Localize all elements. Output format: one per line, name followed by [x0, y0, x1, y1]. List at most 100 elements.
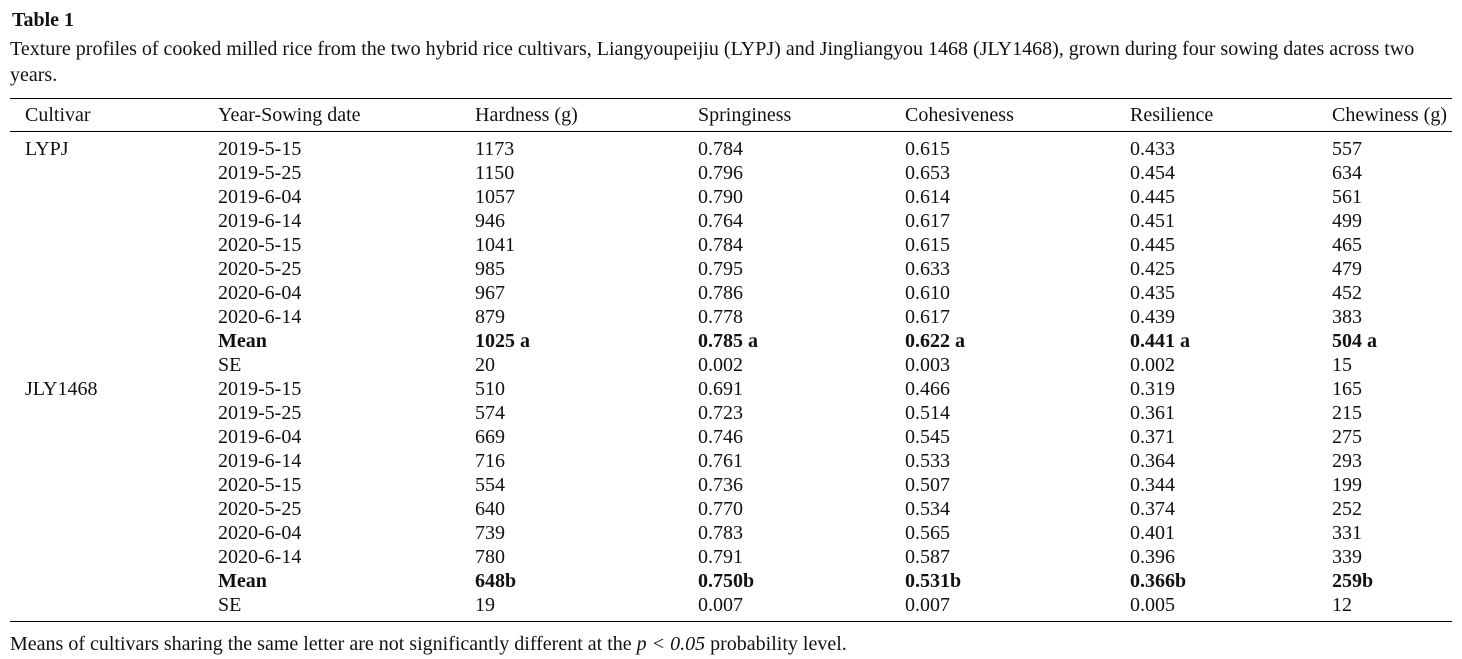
row-label-cell: 2020-5-25: [218, 498, 302, 520]
row-label-cell: 2019-6-14: [218, 210, 302, 232]
row-label-cell: 2020-5-25: [218, 258, 302, 280]
value-cell-springiness: 0.750b: [698, 570, 755, 592]
cultivar-cell: [10, 425, 218, 449]
row-label-cell: 2020-5-15: [218, 234, 302, 256]
value-cell-springiness: 0.746: [698, 426, 743, 448]
value-cell-hardness: 669: [475, 426, 505, 448]
value-cell-hardness: 716: [475, 450, 505, 472]
value-cell-chewiness: 561: [1332, 186, 1362, 208]
row-label-cell: 2020-5-15: [218, 474, 302, 496]
value-cell-chewiness: 465: [1332, 234, 1362, 256]
row-label-cell: 2020-6-14: [218, 306, 302, 328]
value-cell-hardness: 554: [475, 474, 505, 496]
cultivar-cell: [10, 545, 218, 569]
value-cell-springiness: 0.723: [698, 402, 743, 424]
column-header-hardness: Hardness (g): [475, 98, 698, 132]
value-cell-hardness: 1150: [475, 162, 515, 184]
value-cell-cohesiveness: 0.531b: [905, 570, 962, 592]
table-caption: Texture profiles of cooked milled rice f…: [10, 38, 1415, 86]
value-cell-cohesiveness: 0.507: [905, 474, 950, 496]
value-cell-cohesiveness: 0.617: [905, 210, 950, 232]
cultivar-cell: [10, 569, 218, 593]
table-row: 2020-5-15 554 0.736 0.507 0.344 199: [10, 473, 1452, 497]
value-cell-springiness: 0.784: [698, 138, 743, 160]
value-cell-chewiness: 479: [1332, 258, 1362, 280]
value-cell-hardness: 985: [475, 258, 505, 280]
value-cell-springiness: 0.761: [698, 450, 743, 472]
value-cell-cohesiveness: 0.610: [905, 282, 950, 304]
value-cell-springiness: 0.002: [698, 354, 743, 376]
cultivar-cell: [10, 497, 218, 521]
value-cell-cohesiveness: 0.003: [905, 354, 950, 376]
table-row: 2019-5-25 1150 0.796 0.653 0.454 634: [10, 161, 1452, 185]
value-cell-resilience: 0.364: [1130, 450, 1175, 472]
value-cell-resilience: 0.319: [1130, 378, 1175, 400]
value-cell-hardness: 574: [475, 402, 505, 424]
value-cell-resilience: 0.435: [1130, 282, 1175, 304]
value-cell-hardness: 510: [475, 378, 505, 400]
cultivar-cell: [10, 521, 218, 545]
value-cell-springiness: 0.790: [698, 186, 743, 208]
value-cell-hardness: 1041: [475, 234, 515, 256]
cultivar-cell: [10, 401, 218, 425]
value-cell-springiness: 0.786: [698, 282, 743, 304]
row-label-cell: 2020-6-04: [218, 282, 302, 304]
value-cell-chewiness: 275: [1332, 426, 1362, 448]
value-cell-hardness: 879: [475, 306, 505, 328]
value-cell-springiness: 0.795: [698, 258, 743, 280]
value-cell-springiness: 0.007: [698, 594, 743, 616]
cultivar-cell: [10, 281, 218, 305]
table-label: Table 1: [12, 9, 75, 31]
value-cell-cohesiveness: 0.615: [905, 138, 950, 160]
value-cell-hardness: 1173: [475, 138, 515, 160]
value-cell-cohesiveness: 0.514: [905, 402, 950, 424]
value-cell-chewiness: 12: [1332, 594, 1352, 616]
value-cell-resilience: 0.441 a: [1130, 330, 1190, 352]
table-row: SE 20 0.002 0.003 0.002 15: [10, 353, 1452, 377]
value-cell-chewiness: 259b: [1332, 570, 1374, 592]
value-cell-chewiness: 165: [1332, 378, 1362, 400]
value-cell-resilience: 0.002: [1130, 354, 1175, 376]
value-cell-springiness: 0.736: [698, 474, 743, 496]
value-cell-chewiness: 215: [1332, 402, 1362, 424]
value-cell-hardness: 20: [475, 354, 495, 376]
row-label-cell: 2020-6-04: [218, 522, 302, 544]
value-cell-springiness: 0.784: [698, 234, 743, 256]
value-cell-hardness: 1057: [475, 186, 515, 208]
value-cell-springiness: 0.770: [698, 498, 743, 520]
cultivar-cell: [10, 233, 218, 257]
value-cell-resilience: 0.433: [1130, 138, 1175, 160]
value-cell-chewiness: 252: [1332, 498, 1362, 520]
value-cell-chewiness: 293: [1332, 450, 1362, 472]
value-cell-cohesiveness: 0.007: [905, 594, 950, 616]
value-cell-resilience: 0.425: [1130, 258, 1175, 280]
table-row: 2019-5-25 574 0.723 0.514 0.361 215: [10, 401, 1452, 425]
value-cell-chewiness: 339: [1332, 546, 1362, 568]
value-cell-resilience: 0.445: [1130, 186, 1175, 208]
cultivar-cell: [10, 449, 218, 473]
column-header-resilience: Resilience: [1130, 98, 1332, 132]
value-cell-chewiness: 383: [1332, 306, 1362, 328]
value-cell-chewiness: 199: [1332, 474, 1362, 496]
value-cell-cohesiveness: 0.466: [905, 378, 950, 400]
value-cell-hardness: 19: [475, 594, 495, 616]
value-cell-chewiness: 504 a: [1332, 330, 1377, 352]
value-cell-springiness: 0.778: [698, 306, 743, 328]
column-header-cohesiveness: Cohesiveness: [905, 98, 1130, 132]
table-row: 2020-6-14 780 0.791 0.587 0.396 339: [10, 545, 1452, 569]
value-cell-chewiness: 15: [1332, 354, 1352, 376]
row-label-cell: 2019-5-25: [218, 162, 302, 184]
value-cell-cohesiveness: 0.614: [905, 186, 950, 208]
table-row: 2019-6-04 1057 0.790 0.614 0.445 561: [10, 185, 1452, 209]
cultivar-cell: [10, 161, 218, 185]
value-cell-springiness: 0.791: [698, 546, 743, 568]
value-cell-chewiness: 557: [1332, 138, 1362, 160]
table-row: Mean 648b 0.750b 0.531b 0.366b 259b: [10, 569, 1452, 593]
value-cell-resilience: 0.005: [1130, 594, 1175, 616]
table-row: 2020-6-14 879 0.778 0.617 0.439 383: [10, 305, 1452, 329]
value-cell-springiness: 0.783: [698, 522, 743, 544]
value-cell-chewiness: 452: [1332, 282, 1362, 304]
table-row: JLY1468 2019-5-15 510 0.691 0.466 0.319 165: [10, 377, 1452, 401]
cultivar-cell: [10, 353, 218, 377]
